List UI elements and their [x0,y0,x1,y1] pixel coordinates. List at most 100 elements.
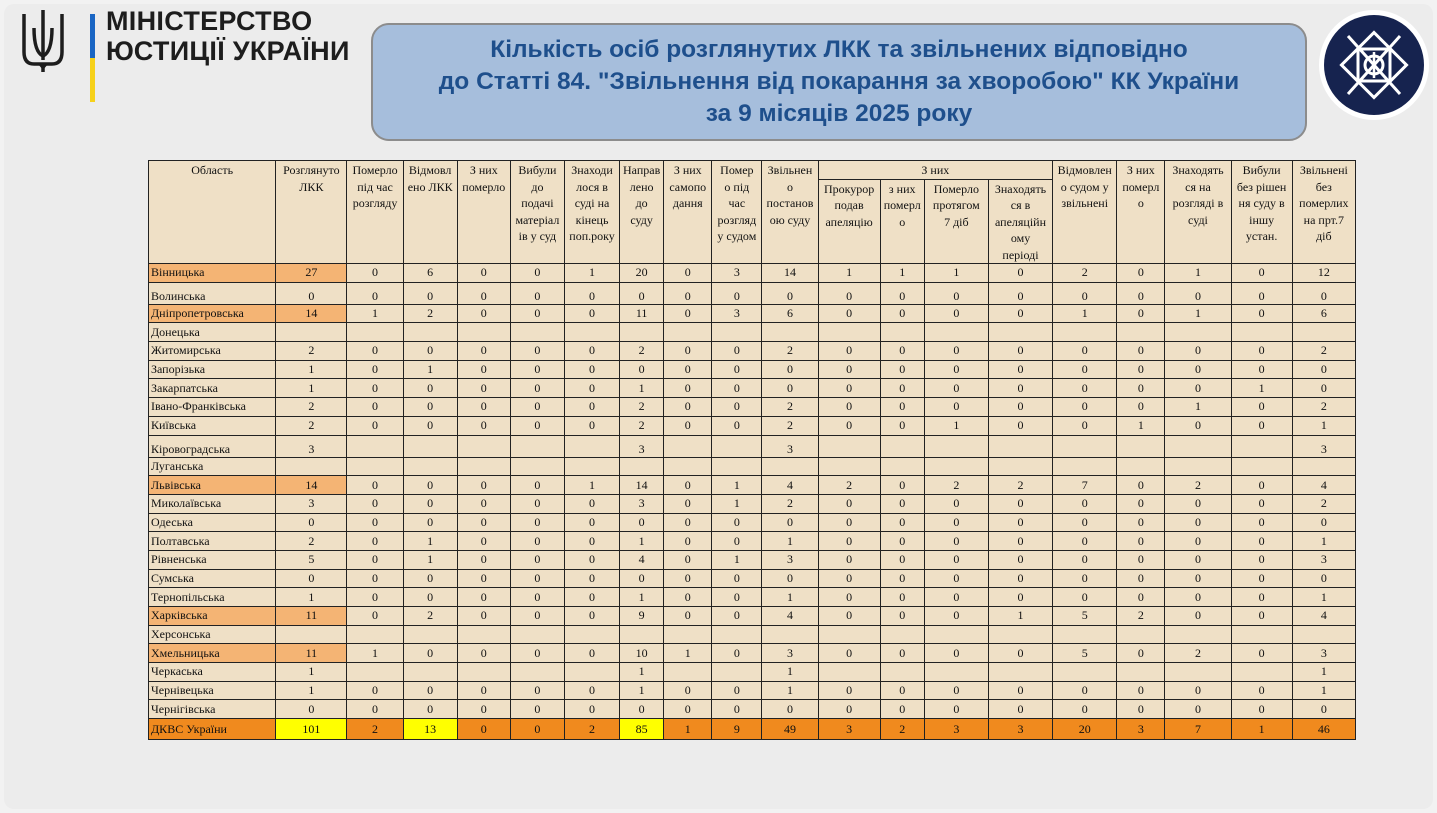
table-row: Миколаївська 3 0 0 0 0 0 3 0 1 2 0 0 0 0 0 0 0 0 2 [147,493,1357,514]
value-cell: 0 [1230,281,1293,305]
value-cell [402,456,458,477]
value-cell: 0 [1291,281,1357,305]
value-cell: 0 [663,680,713,701]
table-row: Волинська 0 0 0 0 0 0 0 0 0 0 0 0 0 0 0 0 0 0 0 [147,281,1357,305]
value-cell [509,434,565,458]
value-cell [923,456,989,477]
value-cell: 2 [1116,606,1166,626]
value-cell: 3 [275,434,348,458]
header-line: о [899,214,906,229]
value-cell: 1 [1164,397,1232,417]
value-cell: 1 [1291,662,1357,682]
value-cell: 0 [563,568,621,589]
value-cell: 1 [923,263,989,283]
value-cell: 3 [711,263,763,283]
header-line: звільнені [1061,196,1109,210]
value-cell [1052,322,1118,343]
region-cell: Одеська [147,512,277,533]
value-cell: 0 [879,359,925,380]
value-cell: 0 [1230,699,1293,720]
value-cell: 0 [563,512,621,533]
value-cell: 0 [987,397,1054,417]
value-cell: 0 [923,359,989,380]
value-cell: 0 [879,568,925,589]
header-refused-lkk: Відмовл ено ЛКК [402,160,458,264]
value-cell [1052,456,1118,477]
value-cell: 6 [1291,303,1357,324]
value-cell: 0 [923,397,989,417]
table-row: Черкаська 1 1 1 1 [147,662,1357,682]
value-cell: 0 [275,699,348,720]
value-cell: 0 [346,549,404,570]
value-cell: 0 [879,475,925,495]
value-cell: 5 [1052,606,1118,626]
value-cell: 0 [663,512,713,533]
value-cell [663,624,713,645]
value-cell: 0 [879,341,925,361]
value-cell: 4 [1291,606,1357,626]
header-suicide: З них самопо дання [663,160,713,264]
value-cell: 0 [817,643,881,664]
value-cell: 0 [711,397,763,417]
value-cell: 1 [711,549,763,570]
value-cell: 0 [402,415,458,436]
value-cell: 0 [346,531,404,551]
value-cell: 0 [1116,493,1166,514]
table-row: Рівненська 5 0 1 0 0 0 4 0 1 3 0 0 0 0 0 0 0 0 3 [147,549,1357,570]
value-cell: 0 [1116,643,1166,664]
header-row-1: Область Розглянуто ЛКК Померло під час розг… [147,160,1357,264]
value-cell: 0 [879,643,925,664]
region-cell: Сумська [147,568,277,589]
title-line-1: Кількість осіб розглянутих ЛКК та звільн… [490,36,1188,63]
value-cell: 2 [761,493,819,514]
value-cell: 0 [817,493,881,514]
value-cell: 2 [402,606,458,626]
value-cell: 1 [1164,263,1232,283]
value-cell: 1 [923,415,989,436]
value-cell: 0 [1230,415,1293,436]
value-cell: 1 [563,475,621,495]
value-cell: 20 [619,263,665,283]
value-cell: 0 [402,378,458,399]
value-cell [879,624,925,645]
value-cell [1164,624,1232,645]
table-row: Одеська 0 0 0 0 0 0 0 0 0 0 0 0 0 0 0 0 0 0 0 [147,512,1357,533]
value-cell: 0 [923,680,989,701]
header-line: Відмовл [408,163,452,177]
value-cell: 0 [1291,512,1357,533]
value-cell: 1 [1291,680,1357,701]
value-cell: 0 [1052,587,1118,607]
header-line: лося в [576,179,608,194]
value-cell: 0 [509,587,565,607]
value-cell: 0 [509,606,565,626]
value-cell: 0 [711,341,763,361]
value-cell [509,456,565,477]
value-cell: 0 [817,606,881,626]
value-cell: 1 [346,643,404,664]
value-cell: 0 [1164,606,1232,626]
value-cell: 0 [1052,531,1118,551]
value-cell [879,456,925,477]
total-value-cell: 3 [923,718,989,741]
header-line: поп.року [569,229,615,243]
header-in-appeal: Знаходять ся в апеляційн ому періоді [987,178,1054,264]
value-cell: 2 [275,397,348,417]
header-line: о [1137,196,1144,210]
value-cell [761,624,819,645]
value-cell: 0 [619,699,665,720]
value-cell [346,434,404,458]
header-line: померл [883,198,921,212]
value-cell: 0 [563,378,621,399]
value-cell [1052,434,1118,458]
value-cell: 0 [1164,341,1232,361]
value-cell: 0 [1116,359,1166,380]
flag-bar [90,14,95,102]
value-cell: 0 [509,263,565,283]
value-cell: 0 [1164,493,1232,514]
value-cell: 0 [456,281,511,305]
value-cell: 0 [402,680,458,701]
value-cell [509,624,565,645]
value-cell: 0 [563,606,621,626]
value-cell: 0 [563,397,621,417]
value-cell: 0 [923,643,989,664]
